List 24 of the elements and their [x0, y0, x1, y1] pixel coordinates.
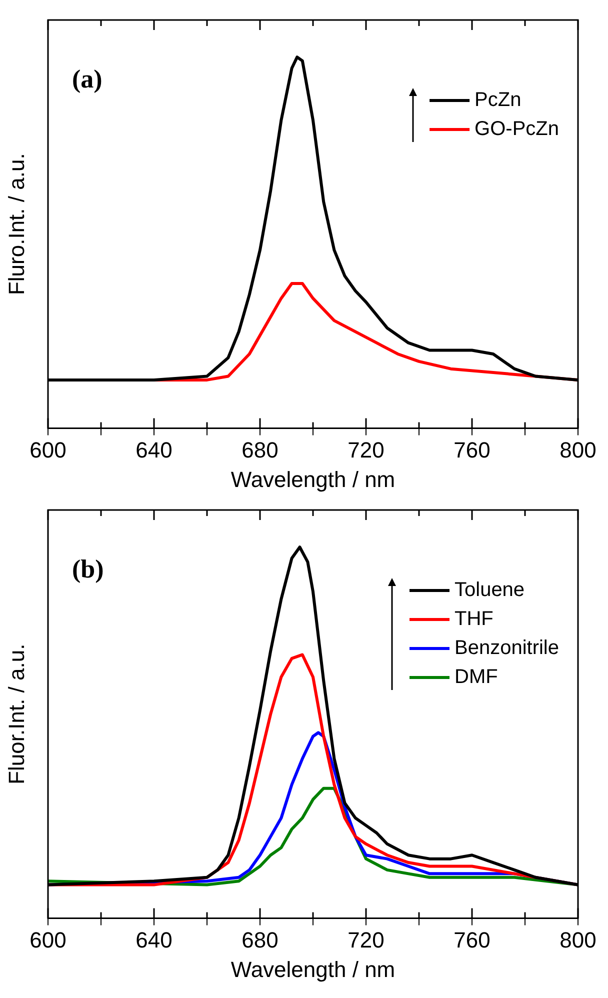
x-tick-label: 600: [30, 927, 66, 952]
x-tick-label: 720: [348, 437, 384, 462]
x-axis-title: Wavelength / nm: [230, 956, 396, 982]
legend-label: DMF: [454, 666, 498, 688]
x-tick-label: 640: [136, 437, 172, 462]
y-axis-title: Fluor.Int. / a.u.: [4, 644, 30, 784]
x-axis-title: Wavelength / nm: [230, 466, 396, 492]
legend-label: Benzonitrile: [454, 637, 560, 660]
x-tick-label: 640: [136, 927, 172, 952]
legend-label: THF: [454, 608, 494, 630]
legend-label: GO-PcZn: [474, 118, 559, 140]
annotation: (b): [72, 554, 104, 584]
x-tick-label: 760: [454, 437, 490, 462]
legend-label: PcZn: [474, 89, 522, 112]
x-tick-label: 680: [242, 437, 278, 462]
x-tick-label: 800: [560, 437, 596, 462]
legend-label: Toluene: [454, 579, 525, 602]
x-tick-label: 720: [348, 927, 384, 952]
x-tick-label: 760: [454, 927, 490, 952]
x-tick-label: 600: [30, 437, 66, 462]
y-axis-title: Fluro.Int. / a.u.: [4, 153, 30, 296]
x-tick-label: 800: [560, 927, 596, 952]
x-tick-label: 680: [242, 927, 278, 952]
annotation: (a): [72, 64, 102, 94]
